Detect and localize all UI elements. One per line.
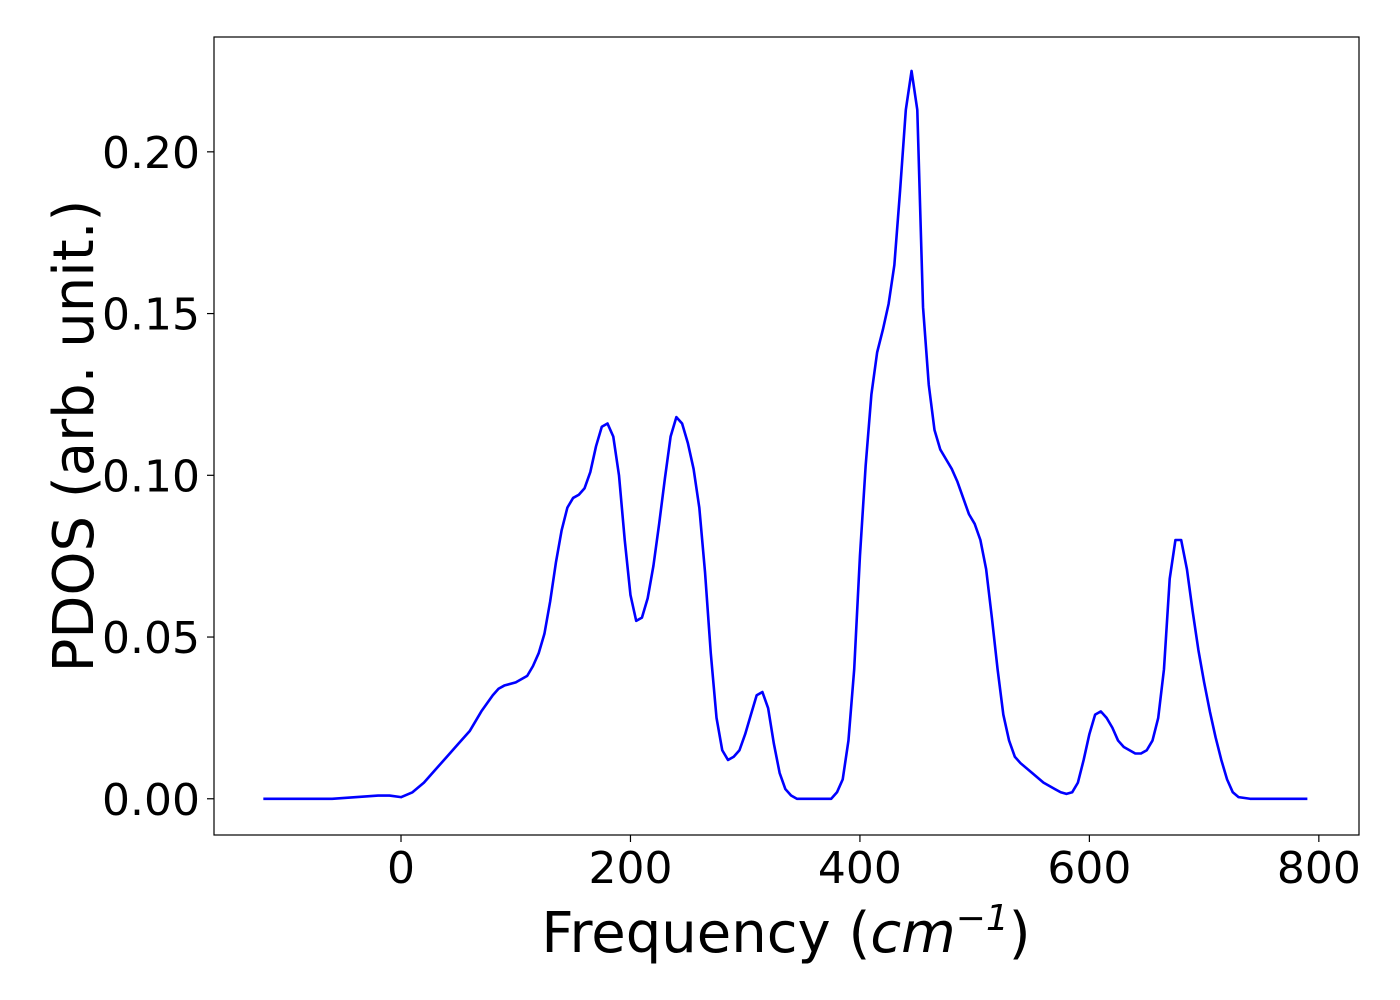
y-axis-label: PDOS (arb. unit.) xyxy=(42,200,107,673)
y-tick-label: 0.15 xyxy=(102,290,200,341)
y-tick-label: 0.00 xyxy=(102,775,200,826)
x-tick-label: 800 xyxy=(1277,843,1361,894)
y-tick-label: 0.20 xyxy=(102,128,200,179)
x-axis-ticks: 0 200 400 600 800 xyxy=(387,835,1361,894)
plot-area xyxy=(213,36,1360,836)
x-tick-label: 200 xyxy=(588,843,672,894)
x-tick-label: 400 xyxy=(818,843,902,894)
y-tick-label: 0.05 xyxy=(102,613,200,664)
x-axis-label: Frequency (cm−1) xyxy=(541,898,1030,966)
series-layer xyxy=(263,69,1308,801)
pdos-series-line-0 xyxy=(263,69,1308,801)
y-axis-ticks: 0.00 0.05 0.10 0.15 0.20 xyxy=(102,128,214,826)
x-tick-label: 0 xyxy=(387,843,415,894)
y-tick-label: 0.10 xyxy=(102,451,200,502)
x-tick-label: 600 xyxy=(1047,843,1131,894)
